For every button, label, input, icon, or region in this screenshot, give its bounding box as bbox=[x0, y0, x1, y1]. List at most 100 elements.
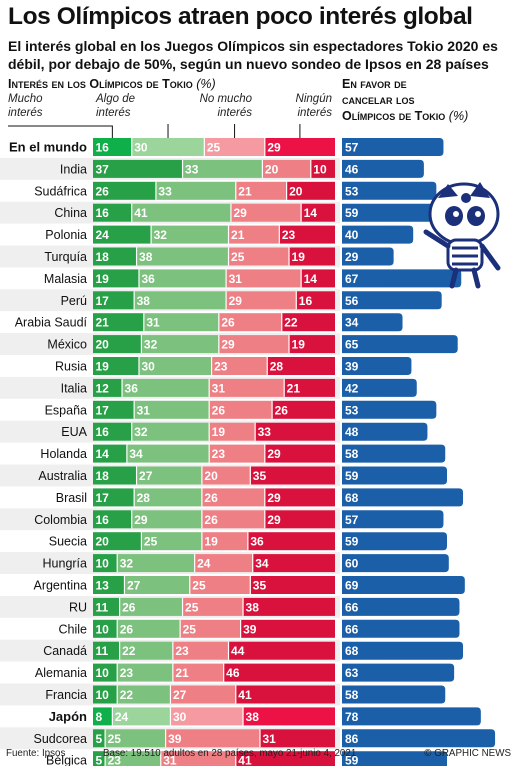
bar-segment-mucho bbox=[93, 159, 183, 178]
data-label-cancel: 53 bbox=[345, 184, 359, 198]
bar-cancel bbox=[342, 751, 448, 766]
data-label-cancel: 34 bbox=[345, 316, 359, 330]
data-label-cancel: 66 bbox=[345, 622, 359, 636]
data-label-algo: 31 bbox=[146, 316, 160, 330]
data-label-cancel: 48 bbox=[345, 425, 359, 439]
row-belgica: Bélgica 5 23 31 41 59 bbox=[46, 751, 448, 766]
label-algo-interes: Algo de interés bbox=[96, 93, 136, 119]
data-label-mucho: 5 bbox=[96, 754, 103, 766]
row-holanda: Holanda 14 34 23 29 58 bbox=[40, 444, 446, 463]
bar-segment-algo bbox=[138, 269, 227, 288]
data-label-cancel: 57 bbox=[345, 141, 359, 155]
bar-segment-no-mucho bbox=[182, 597, 244, 616]
bar-segment-algo bbox=[131, 422, 210, 441]
data-label-mucho: 16 bbox=[96, 513, 110, 527]
row-label: España bbox=[45, 403, 87, 417]
right-header-line2: cancelar los bbox=[342, 93, 415, 107]
row-canada: Canadá 11 22 23 44 68 bbox=[0, 639, 464, 662]
data-label-no-mucho: 19 bbox=[212, 425, 226, 439]
bar-segment-mucho bbox=[93, 400, 135, 419]
bar-segment-no-mucho bbox=[204, 138, 265, 156]
bar-segment-ningun bbox=[250, 576, 335, 594]
bar-segment-no-mucho bbox=[194, 554, 253, 573]
bar-segment-algo bbox=[126, 444, 210, 463]
data-label-no-mucho: 25 bbox=[192, 579, 206, 593]
bar-segment-ningun bbox=[243, 707, 335, 726]
bar-segment-mucho bbox=[93, 378, 123, 397]
data-label-cancel: 46 bbox=[345, 162, 359, 176]
left-header-text: Interés en los Olímpicos de Tokio bbox=[8, 77, 193, 91]
data-label-no-mucho: 27 bbox=[173, 688, 187, 702]
data-label-mucho: 24 bbox=[96, 228, 110, 242]
data-label-cancel: 58 bbox=[345, 447, 359, 461]
bar-segment-algo bbox=[119, 641, 173, 660]
data-label-algo: 38 bbox=[137, 294, 151, 308]
data-label-ningun: 23 bbox=[282, 228, 296, 242]
data-label-mucho: 14 bbox=[96, 447, 110, 461]
data-label-ningun: 29 bbox=[267, 141, 281, 155]
data-label-ningun: 26 bbox=[275, 403, 289, 417]
bar-segment-no-mucho bbox=[228, 225, 280, 244]
bar-segment-ningun bbox=[235, 751, 335, 766]
row-label: Colombia bbox=[34, 513, 87, 527]
data-label-cancel: 67 bbox=[345, 272, 359, 286]
row-espana: España 17 31 26 26 53 bbox=[45, 400, 437, 419]
page-subtitle: El interés global en los Juegos Olímpico… bbox=[8, 38, 498, 72]
data-label-ningun: 19 bbox=[292, 338, 306, 352]
data-label-ningun: 38 bbox=[246, 600, 260, 614]
data-label-cancel: 65 bbox=[345, 338, 359, 352]
data-label-cancel: 63 bbox=[345, 666, 359, 680]
bar-segment-no-mucho bbox=[201, 532, 248, 551]
data-label-algo: 22 bbox=[120, 688, 134, 702]
bar-cancel bbox=[342, 532, 448, 551]
data-label-no-mucho: 23 bbox=[175, 644, 189, 658]
data-label-mucho: 16 bbox=[96, 425, 110, 439]
bar-segment-mucho bbox=[93, 532, 142, 551]
bar-segment-ningun bbox=[228, 641, 335, 660]
bar-segment-algo bbox=[182, 159, 263, 178]
bar-segment-ningun bbox=[264, 488, 335, 507]
label-no-mucho-interes: No mucho interés bbox=[199, 93, 252, 119]
data-label-algo: 33 bbox=[185, 162, 199, 176]
data-label-cancel: 58 bbox=[345, 688, 359, 702]
bar-segment-ningun bbox=[296, 291, 335, 310]
bar-segment-no-mucho bbox=[160, 751, 236, 766]
bar-segment-no-mucho bbox=[226, 269, 302, 288]
data-label-mucho: 19 bbox=[96, 360, 110, 374]
bar-segment-no-mucho bbox=[218, 335, 290, 354]
row-label: EUA bbox=[61, 425, 87, 439]
bar-segment-mucho bbox=[93, 138, 132, 156]
row-label: Suecia bbox=[49, 535, 87, 549]
bar-segment-algo bbox=[117, 663, 173, 682]
row-italia: Italia 12 36 31 21 42 bbox=[0, 376, 417, 399]
row-chile: Chile 10 26 25 39 66 bbox=[59, 619, 460, 638]
bar-segment-no-mucho bbox=[211, 357, 268, 375]
data-label-ningun: 29 bbox=[267, 491, 281, 505]
row-hungria: Hungría 10 32 24 34 60 bbox=[0, 552, 449, 574]
data-label-no-mucho: 29 bbox=[233, 206, 247, 220]
data-label-ningun: 19 bbox=[292, 250, 306, 264]
data-label-algo: 27 bbox=[127, 579, 141, 593]
bar-cancel bbox=[342, 269, 462, 288]
data-label-no-mucho: 31 bbox=[229, 272, 243, 286]
bar-segment-algo bbox=[134, 400, 210, 419]
bar-cancel bbox=[342, 707, 481, 726]
data-label-mucho: 18 bbox=[96, 250, 110, 264]
bar-segment-ningun bbox=[267, 357, 335, 375]
data-label-algo: 26 bbox=[122, 600, 136, 614]
bar-cancel bbox=[342, 685, 446, 704]
data-label-algo: 32 bbox=[154, 228, 168, 242]
bar-segment-mucho bbox=[93, 181, 156, 200]
bar-cancel bbox=[342, 641, 464, 660]
chart-rows: En el mundo 16 30 25 29 57 India 37 33 20 10 46 Sudá… bbox=[0, 138, 496, 766]
bar-segment-mucho bbox=[93, 466, 137, 485]
bar-cancel bbox=[342, 597, 460, 616]
row-colombia: Colombia 16 29 26 29 57 bbox=[0, 508, 444, 531]
row-japon: Japón 8 24 30 38 78 bbox=[49, 707, 481, 726]
bar-cancel bbox=[342, 619, 460, 638]
bar-cancel bbox=[342, 400, 437, 419]
row-peru: Perú 17 38 29 16 56 bbox=[0, 289, 442, 312]
row-label: Hungría bbox=[43, 557, 88, 571]
bar-segment-algo bbox=[112, 707, 171, 726]
data-label-no-mucho: 20 bbox=[265, 162, 279, 176]
